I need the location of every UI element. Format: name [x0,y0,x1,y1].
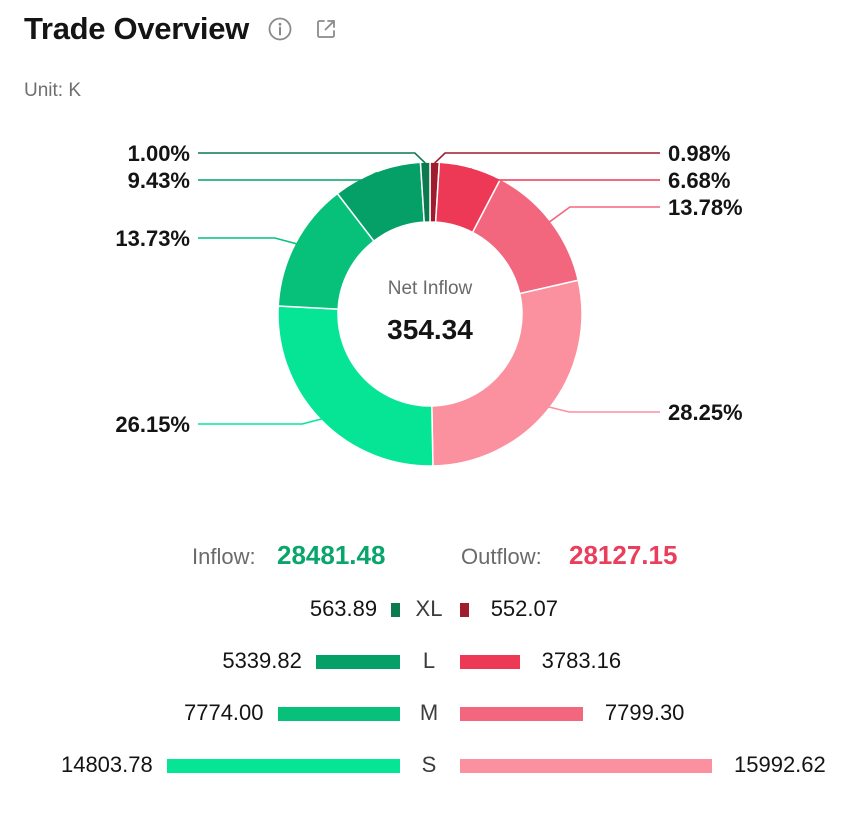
slice-label-outflow-xl: 0.98% [668,141,730,166]
outflow-bar [460,603,469,617]
outflow-value: 7799.30 [604,700,685,725]
info-circle-icon[interactable] [267,16,293,42]
leader-line-outflow-s [548,406,660,413]
inflow-total: 28481.48 [277,540,386,570]
inflow-value: 14803.78 [60,752,153,777]
leader-line-inflow-l [198,171,378,181]
outflow-bar [460,759,712,773]
slice-inflow-s[interactable] [277,305,434,467]
inflow-value: 7774.00 [183,700,264,725]
flow-row-l: 5339.82 L 3783.16 [0,642,858,682]
outflow-value: 3783.16 [541,648,622,673]
page-title: Trade Overview [24,11,249,46]
flow-row-s: 14803.78 S 15992.62 [0,746,858,786]
center-value: 354.34 [387,314,473,345]
slice-label-outflow-s: 28.25% [668,400,743,425]
flow-row-m: 7774.00 M 7799.30 [0,694,858,734]
category-label: S [421,752,437,777]
leader-line-outflow-m [549,206,660,223]
inflow-bar [166,759,400,773]
center-label: Net Inflow [388,278,473,299]
category-label: M [419,700,439,725]
totals-row: Inflow: 28481.48 Outflow: 28127.15 [0,536,858,576]
leader-line-outflow-xl [434,152,660,164]
donut-chart: 0.98%6.68%13.78% 28.25% 26.15% 13.73% 9.43%1… [115,141,743,467]
inflow-bar [391,603,400,617]
slice-outflow-s[interactable] [431,279,583,467]
outflow-total: 28127.15 [569,540,678,570]
info-circle-icon-graphic [268,17,292,41]
inflow-bar [315,655,400,669]
share-export-icon[interactable] [313,16,339,42]
leader-line-inflow-m [198,237,297,245]
inflow-label: Inflow: [192,544,256,569]
header: Trade Overview [24,8,339,50]
unit-label: Unit: K [24,80,82,101]
share-export-icon-graphic [317,20,335,38]
outflow-bar [460,707,583,721]
outflow-bar [460,655,520,669]
inflow-bar [277,707,400,721]
slice-label-outflow-l: 6.68% [668,168,730,193]
outflow-label: Outflow: [461,544,542,569]
slice-label-outflow-m: 13.78% [668,195,743,220]
leader-line-inflow-s [198,418,322,425]
outflow-value: 552.07 [490,596,558,621]
slice-label-inflow-s: 26.15% [115,412,190,437]
inflow-value: 563.89 [309,596,378,621]
outflow-value: 15992.62 [734,752,826,777]
category-label: L [422,648,436,673]
slice-label-inflow-xl: 1.00% [128,141,190,166]
flow-row-xl: 563.89 XL 552.07 [0,590,858,630]
leader-line-outflow-l [469,167,660,181]
slice-label-inflow-m: 13.73% [115,226,190,251]
slice-label-inflow-l: 9.43% [128,168,190,193]
leader-line-inflow-xl [198,152,426,164]
inflow-value: 5339.82 [222,648,302,673]
category-label: XL [415,596,443,621]
